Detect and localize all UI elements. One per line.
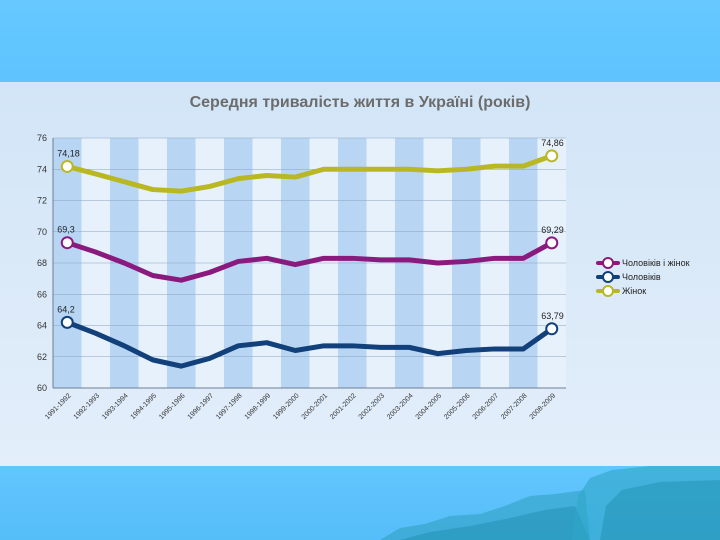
x-tick-label: 1992-1993 xyxy=(73,392,102,421)
x-tick-label: 1991-1992 xyxy=(44,392,73,421)
series-line-total xyxy=(64,240,555,283)
legend-label-total: Чоловіків і жінок xyxy=(622,258,690,268)
x-tick-label: 2001-2002 xyxy=(329,392,358,421)
data-label-end-men: 63,79 xyxy=(541,311,564,321)
x-tick-label: 2004-2005 xyxy=(415,392,444,421)
x-tick-label: 1993-1994 xyxy=(101,392,130,421)
series-point-women xyxy=(545,149,559,163)
chart-panel: Середня тривалість життя в Україні (рокі… xyxy=(0,82,720,466)
legend-item-women: Жінок xyxy=(596,284,690,298)
legend-swatch-men xyxy=(596,271,620,283)
x-tick-label: 2006-2007 xyxy=(472,392,501,421)
x-tick-label: 1994-1995 xyxy=(130,392,159,421)
x-tick-label: 1995-1996 xyxy=(158,392,187,421)
x-tick-label: 2008-2009 xyxy=(529,392,558,421)
y-tick-label: 76 xyxy=(37,133,47,143)
slide-header-band xyxy=(0,0,720,82)
x-tick-label: 1999-2000 xyxy=(272,392,301,421)
wave-decoration xyxy=(380,466,720,540)
legend-item-men: Чоловіків xyxy=(596,270,690,284)
series-point-men xyxy=(60,315,74,329)
x-tick-label: 2007-2008 xyxy=(500,392,529,421)
x-tick-label: 1996-1997 xyxy=(187,392,216,421)
series-line-men xyxy=(64,319,555,369)
x-tick-label: 2003-2004 xyxy=(386,392,415,421)
data-label-end-women: 74,86 xyxy=(541,138,564,148)
y-tick-label: 70 xyxy=(37,227,47,237)
legend-label-women: Жінок xyxy=(622,286,647,296)
series-line-women xyxy=(64,153,555,194)
legend-label-men: Чоловіків xyxy=(622,272,661,282)
series-point-total xyxy=(60,236,74,250)
slide-footer-band xyxy=(0,466,720,540)
data-label-start-women: 74,18 xyxy=(57,148,80,158)
data-label-start-men: 64,2 xyxy=(57,304,75,314)
x-tick-label: 2002-2003 xyxy=(358,392,387,421)
data-label-end-total: 69,29 xyxy=(541,225,564,235)
y-tick-label: 62 xyxy=(37,352,47,362)
data-label-start-total: 69,3 xyxy=(57,225,75,235)
y-tick-label: 74 xyxy=(37,164,47,174)
line-chart: 60 62 64 66 68 70 72 74 76 1991-1992 1992-1993 1993… xyxy=(37,133,566,421)
y-tick-label: 68 xyxy=(37,258,47,268)
legend-swatch-total xyxy=(596,257,620,269)
chart-title: Середня тривалість життя в Україні (рокі… xyxy=(189,94,531,111)
y-tick-label: 66 xyxy=(37,289,47,299)
x-tick-label: 2005-2006 xyxy=(443,392,472,421)
y-tick-label: 64 xyxy=(37,321,47,331)
y-tick-label: 60 xyxy=(37,383,47,393)
series-point-women xyxy=(60,159,74,173)
series-point-total xyxy=(545,236,559,250)
legend-swatch-women xyxy=(596,285,620,297)
series-point-men xyxy=(545,322,559,336)
x-tick-label: 1998-1999 xyxy=(244,392,273,421)
x-tick-label: 2000-2001 xyxy=(301,392,330,421)
y-tick-label: 72 xyxy=(37,196,47,206)
legend-item-total: Чоловіків і жінок xyxy=(596,256,690,270)
x-tick-label: 1997-1998 xyxy=(215,392,244,421)
chart-legend: Чоловіків і жінок Чоловіків Жінок xyxy=(596,256,690,298)
